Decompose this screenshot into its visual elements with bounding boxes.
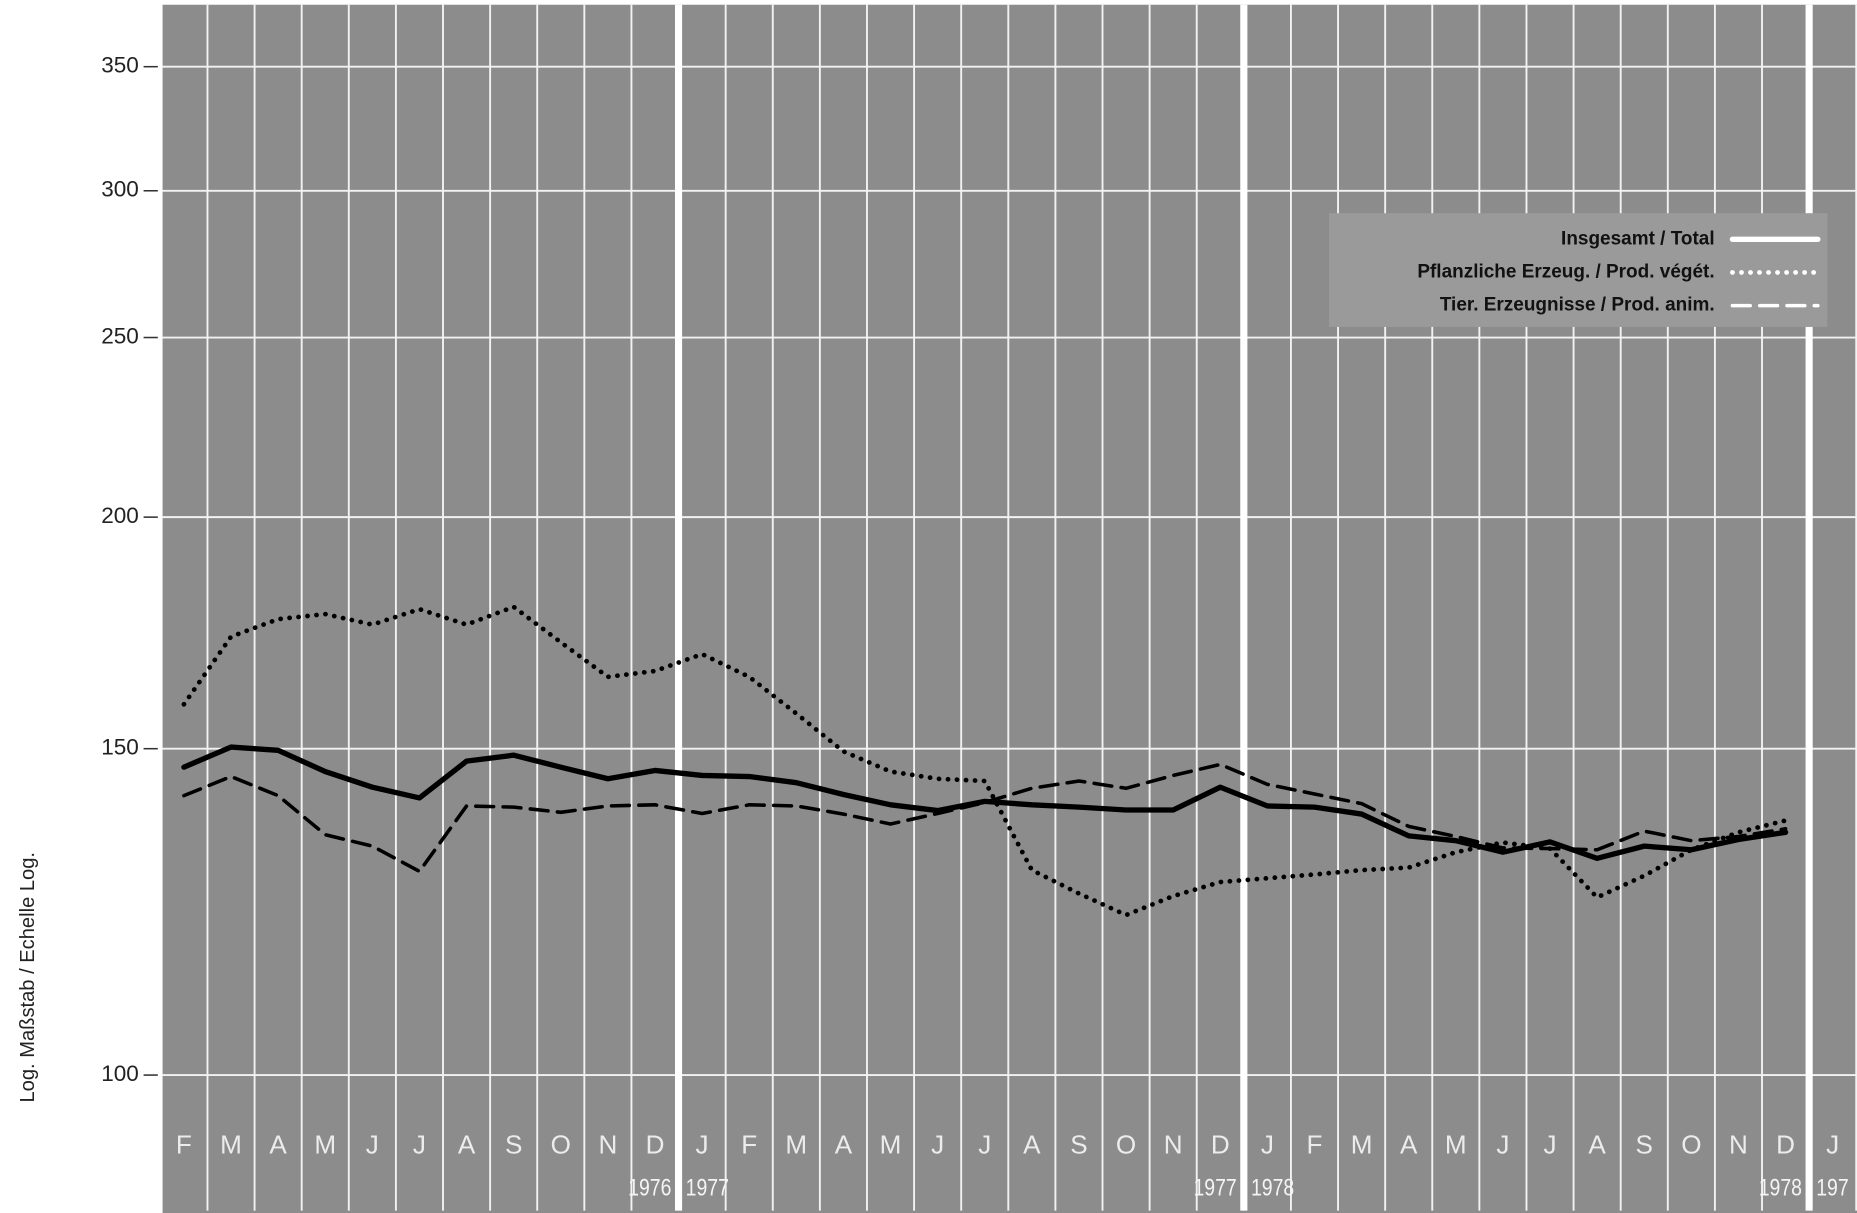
x-tick-label: S — [1636, 1130, 1653, 1160]
x-tick-label: D — [1776, 1130, 1795, 1160]
x-tick-label: J — [978, 1130, 991, 1160]
x-tick-label: N — [1729, 1130, 1748, 1160]
legend-box — [1328, 213, 1828, 327]
year-label: 1977 — [1193, 1174, 1236, 1201]
year-label: 1978 — [1759, 1174, 1802, 1201]
x-tick-label: A — [1588, 1130, 1606, 1160]
x-tick-label: S — [505, 1130, 522, 1160]
series-line — [181, 604, 1788, 918]
legend-label: Tier. Erzeugnisse / Prod. anim. — [1440, 295, 1715, 316]
series-line — [182, 762, 1788, 874]
year-label: 1977 — [686, 1174, 729, 1201]
x-tick-label: N — [1164, 1130, 1183, 1160]
y-tick-label: 350 — [101, 53, 139, 78]
x-tick-label: M — [880, 1130, 902, 1160]
y-tick-label: 150 — [101, 735, 139, 760]
x-tick-label: D — [1211, 1130, 1230, 1160]
x-tick-label: M — [1445, 1130, 1467, 1160]
x-tick-label: S — [1070, 1130, 1087, 1160]
plot-background — [162, 4, 1857, 1213]
legend-label: Insgesamt / Total — [1561, 228, 1715, 249]
x-tick-label: M — [1351, 1130, 1373, 1160]
year-label: 1978 — [1251, 1174, 1294, 1201]
x-tick-label: J — [413, 1130, 426, 1160]
x-tick-label: N — [598, 1130, 617, 1160]
x-tick-label: F — [176, 1130, 192, 1160]
x-tick-label: J — [1496, 1130, 1509, 1160]
x-tick-label: J — [931, 1130, 944, 1160]
x-tick-label: J — [1544, 1130, 1557, 1160]
x-tick-label: A — [1400, 1130, 1418, 1160]
legend-label: Pflanzliche Erzeug. / Prod. végét. — [1417, 261, 1714, 282]
x-tick-label: D — [646, 1130, 665, 1160]
x-tick-label: M — [785, 1130, 807, 1160]
y-tick-label: 300 — [101, 177, 139, 202]
y-axis-label: Log. Maßstab / Echelle Log. — [17, 852, 39, 1103]
x-tick-label: A — [269, 1130, 287, 1160]
x-tick-label: J — [1261, 1130, 1274, 1160]
year-label: 197 — [1816, 1174, 1848, 1201]
x-tick-label: J — [696, 1130, 709, 1160]
x-tick-label: O — [1116, 1130, 1136, 1160]
x-tick-label: M — [314, 1130, 336, 1160]
y-tick-label: 250 — [101, 323, 139, 348]
x-tick-label: A — [1023, 1130, 1041, 1160]
year-label: 1976 — [628, 1174, 671, 1201]
y-tick-label: 100 — [101, 1061, 139, 1086]
x-tick-label: F — [741, 1130, 757, 1160]
x-tick-label: J — [366, 1130, 379, 1160]
x-tick-label: A — [458, 1130, 476, 1160]
x-tick-label: M — [220, 1130, 242, 1160]
x-tick-label: F — [1307, 1130, 1323, 1160]
x-tick-label: O — [1681, 1130, 1701, 1160]
x-tick-label: A — [835, 1130, 853, 1160]
x-tick-label: O — [551, 1130, 571, 1160]
y-tick-label: 200 — [101, 503, 139, 528]
x-tick-label: J — [1826, 1130, 1839, 1160]
